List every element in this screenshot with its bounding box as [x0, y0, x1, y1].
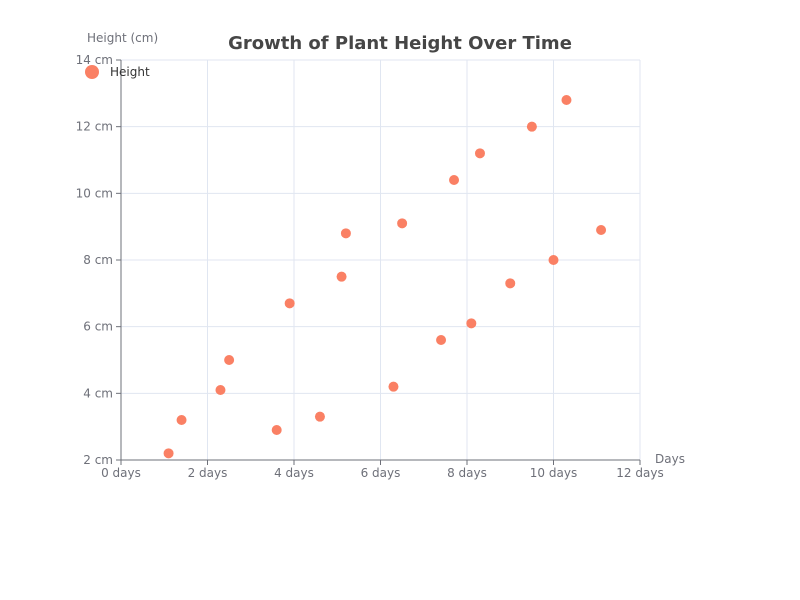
chart-title: Growth of Plant Height Over Time [228, 33, 572, 54]
y-tick-label: 8 cm [83, 253, 113, 267]
y-tick-label: 6 cm [83, 320, 113, 334]
data-point[interactable] [271, 425, 282, 435]
data-point[interactable] [466, 318, 477, 329]
x-tick-label: 0 days [101, 466, 141, 480]
y-tick-label: 4 cm [83, 386, 113, 400]
grid [120, 59, 641, 461]
data-point[interactable] [449, 175, 460, 185]
x-tick-label: 6 days [361, 466, 401, 480]
data-point[interactable] [596, 225, 607, 235]
data-point[interactable] [561, 95, 572, 105]
legend[interactable]: Height [85, 65, 150, 79]
tick-labels: 2 cm 4 cm 6 cm 8 cm 10 cm 12 cm 14 cm 0 days 2 d… [76, 53, 664, 480]
x-axis-name: Days [655, 452, 685, 466]
data-point[interactable] [397, 218, 408, 229]
x-tick-label: 8 days [447, 466, 487, 480]
data-points [163, 95, 607, 459]
x-tick-label: 4 days [274, 466, 314, 480]
x-tick-label: 2 days [188, 466, 228, 480]
data-point[interactable] [176, 415, 187, 425]
y-tick-label: 14 cm [76, 53, 113, 67]
data-point[interactable] [388, 381, 399, 392]
legend-label-height[interactable]: Height [110, 65, 150, 79]
y-axis-name: Height (cm) [87, 31, 158, 45]
data-point[interactable] [336, 271, 347, 282]
data-point[interactable] [284, 298, 295, 309]
x-tick-label: 10 days [530, 466, 577, 480]
x-tick-label: 12 days [616, 466, 663, 480]
data-point[interactable] [548, 255, 559, 265]
data-point[interactable] [215, 385, 226, 395]
data-point[interactable] [526, 121, 537, 132]
data-point[interactable] [163, 448, 174, 459]
y-tick-label: 2 cm [83, 453, 113, 467]
data-point[interactable] [436, 335, 447, 345]
legend-marker[interactable] [85, 65, 99, 79]
y-tick-label: 12 cm [76, 120, 113, 134]
data-point[interactable] [505, 278, 516, 289]
axes [116, 59, 641, 465]
data-point[interactable] [314, 411, 325, 422]
data-point[interactable] [474, 148, 485, 159]
data-point[interactable] [224, 355, 235, 365]
y-tick-label: 10 cm [76, 186, 113, 200]
data-point[interactable] [340, 228, 351, 239]
